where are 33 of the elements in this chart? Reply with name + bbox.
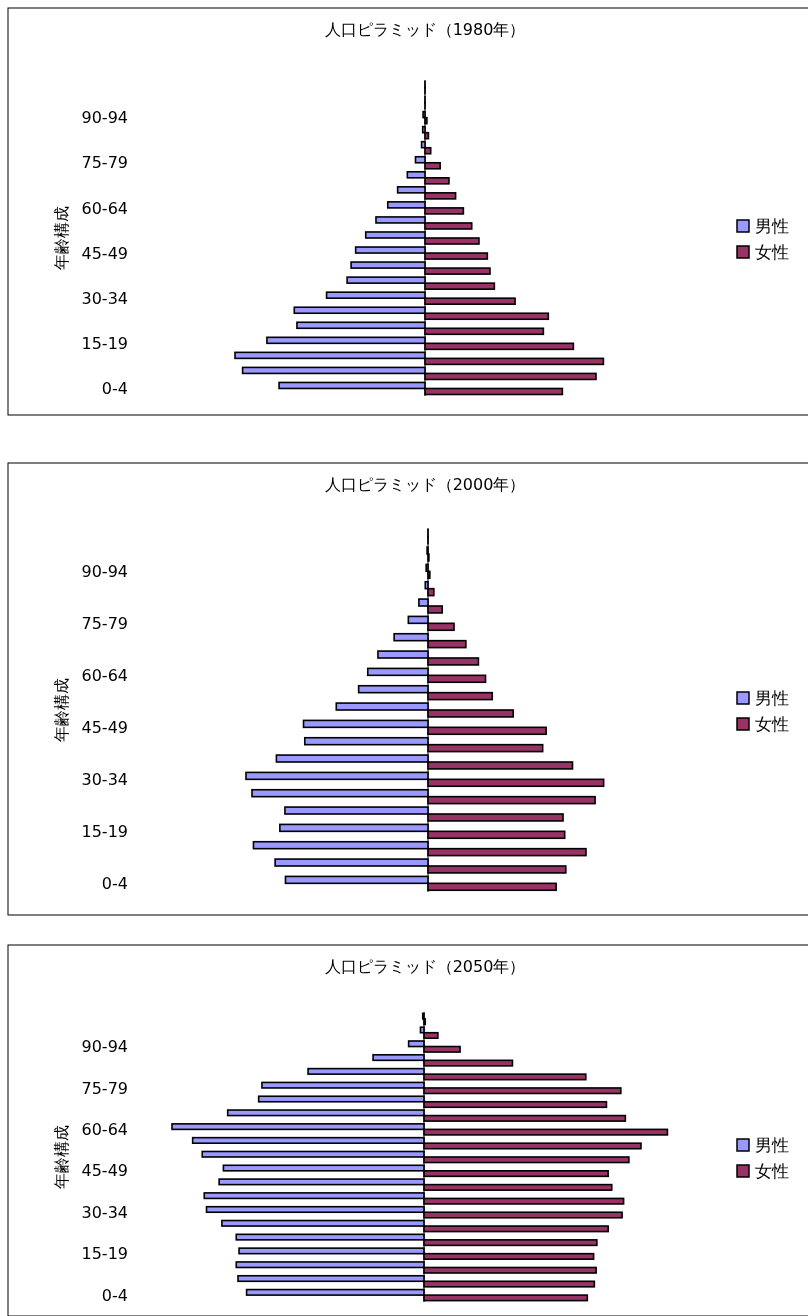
y-tick-label: 0-4 xyxy=(101,873,128,893)
y-tick-label: 45-49 xyxy=(81,243,128,263)
y-tick-label: 30-34 xyxy=(81,288,128,308)
y-tick-label: 90-94 xyxy=(81,1037,128,1057)
legend-label: 女性 xyxy=(755,713,789,734)
y-tick-label: 30-34 xyxy=(81,1202,128,1222)
legend-label: 男性 xyxy=(755,1134,789,1155)
y-tick-label: 30-34 xyxy=(81,769,128,789)
y-tick-label: 75-79 xyxy=(81,153,128,173)
y-tick-label: 45-49 xyxy=(81,717,128,737)
chart-title: 人口ピラミッド（2050年） xyxy=(324,957,526,976)
chart-title: 人口ピラミッド（1980年） xyxy=(324,20,526,39)
legend-label: 女性 xyxy=(755,1160,789,1181)
y-tick-label: 90-94 xyxy=(81,561,128,581)
y-tick-label: 0-4 xyxy=(101,1285,128,1305)
y-tick-label: 0-4 xyxy=(101,379,128,399)
legend-label: 男性 xyxy=(755,215,789,236)
y-tick-label: 60-64 xyxy=(81,665,128,685)
y-tick-label: 60-64 xyxy=(81,1119,128,1139)
y-axis-title: 年齢構成 xyxy=(52,206,71,270)
y-tick-label: 15-19 xyxy=(81,333,128,353)
y-tick-label: 15-19 xyxy=(81,1244,128,1264)
y-tick-label: 15-19 xyxy=(81,821,128,841)
y-axis-title: 年齢構成 xyxy=(52,678,71,742)
y-tick-label: 60-64 xyxy=(81,198,128,218)
y-axis-title: 年齢構成 xyxy=(52,1125,71,1189)
y-tick-label: 75-79 xyxy=(81,1078,128,1098)
chart-title: 人口ピラミッド（2000年） xyxy=(324,475,526,494)
y-tick-label: 90-94 xyxy=(81,108,128,128)
legend-label: 男性 xyxy=(755,687,789,708)
y-tick-label: 45-49 xyxy=(81,1161,128,1181)
legend-label: 女性 xyxy=(755,241,789,262)
y-tick-label: 75-79 xyxy=(81,613,128,633)
